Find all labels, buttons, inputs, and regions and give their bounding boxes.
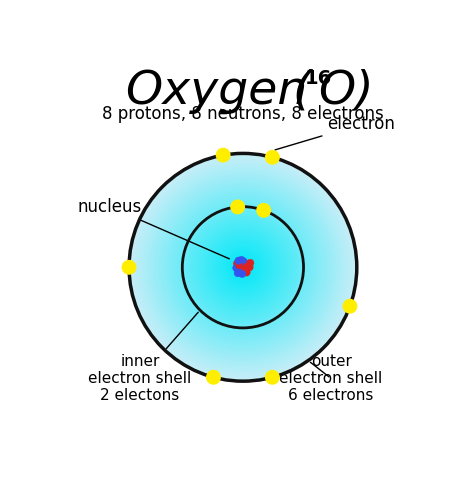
Circle shape — [131, 155, 355, 379]
Circle shape — [176, 201, 310, 334]
Circle shape — [239, 264, 247, 271]
Circle shape — [210, 235, 275, 299]
Circle shape — [193, 218, 292, 317]
Circle shape — [129, 153, 357, 381]
Circle shape — [195, 220, 291, 315]
Circle shape — [207, 371, 220, 384]
Circle shape — [246, 264, 253, 271]
Circle shape — [178, 203, 308, 332]
Circle shape — [159, 184, 327, 351]
Circle shape — [220, 244, 266, 290]
Circle shape — [231, 201, 244, 214]
Circle shape — [154, 178, 332, 357]
Circle shape — [144, 169, 342, 366]
Circle shape — [226, 250, 260, 284]
Circle shape — [142, 167, 344, 368]
Circle shape — [167, 191, 319, 343]
Circle shape — [266, 371, 279, 384]
Circle shape — [243, 269, 250, 276]
Text: electron: electron — [275, 115, 395, 150]
Circle shape — [201, 226, 285, 309]
Text: Oxygen: Oxygen — [125, 69, 308, 114]
Circle shape — [217, 148, 230, 162]
Text: outer
electron shell
6 electrons: outer electron shell 6 electrons — [280, 354, 383, 403]
Circle shape — [235, 260, 251, 275]
Circle shape — [233, 258, 253, 277]
Circle shape — [197, 222, 289, 313]
Circle shape — [218, 242, 268, 292]
Circle shape — [169, 193, 317, 341]
Circle shape — [212, 237, 273, 298]
Circle shape — [209, 233, 277, 301]
Circle shape — [182, 207, 304, 328]
Circle shape — [245, 261, 253, 268]
Circle shape — [231, 256, 255, 279]
Text: O): O) — [318, 69, 374, 114]
Circle shape — [173, 197, 313, 337]
Circle shape — [135, 159, 351, 375]
Circle shape — [246, 259, 254, 267]
Circle shape — [155, 180, 330, 355]
Circle shape — [241, 265, 249, 272]
Circle shape — [238, 270, 246, 278]
Circle shape — [234, 269, 241, 277]
Circle shape — [233, 260, 241, 268]
Text: 16: 16 — [305, 69, 332, 88]
Circle shape — [184, 208, 302, 326]
Circle shape — [180, 205, 306, 330]
Circle shape — [165, 189, 321, 345]
Circle shape — [241, 266, 245, 269]
Circle shape — [152, 176, 334, 359]
Circle shape — [146, 171, 340, 364]
Circle shape — [229, 254, 256, 281]
Circle shape — [216, 241, 270, 294]
Circle shape — [138, 163, 347, 372]
Circle shape — [203, 228, 283, 307]
Circle shape — [205, 229, 281, 305]
Circle shape — [240, 258, 247, 265]
Circle shape — [174, 199, 311, 335]
Circle shape — [214, 239, 272, 296]
Circle shape — [137, 161, 349, 374]
Circle shape — [190, 214, 296, 321]
Circle shape — [157, 182, 328, 353]
Circle shape — [239, 258, 246, 266]
Circle shape — [122, 261, 136, 274]
Circle shape — [238, 256, 245, 264]
Circle shape — [140, 165, 346, 370]
Circle shape — [148, 173, 338, 362]
Circle shape — [171, 195, 315, 339]
Circle shape — [233, 264, 240, 272]
Circle shape — [222, 246, 264, 288]
Circle shape — [236, 261, 243, 269]
Circle shape — [224, 248, 262, 286]
Circle shape — [343, 300, 356, 313]
Circle shape — [133, 157, 353, 377]
Text: nucleus: nucleus — [78, 198, 229, 259]
Circle shape — [237, 262, 249, 273]
Circle shape — [257, 204, 270, 217]
Circle shape — [244, 263, 251, 270]
Circle shape — [237, 267, 244, 274]
Text: 8 protons, 8 neutrons, 8 electrons: 8 protons, 8 neutrons, 8 electrons — [102, 105, 384, 122]
Circle shape — [228, 252, 258, 282]
Circle shape — [188, 212, 298, 322]
Circle shape — [191, 216, 294, 319]
Text: (: ( — [292, 69, 311, 114]
Circle shape — [199, 224, 287, 311]
Circle shape — [266, 151, 279, 164]
Text: inner
electron shell
2 electons: inner electron shell 2 electons — [89, 312, 198, 403]
Circle shape — [235, 257, 242, 264]
Circle shape — [150, 174, 336, 360]
Circle shape — [163, 187, 323, 347]
Circle shape — [207, 231, 279, 303]
Circle shape — [186, 210, 300, 324]
Circle shape — [161, 186, 325, 349]
